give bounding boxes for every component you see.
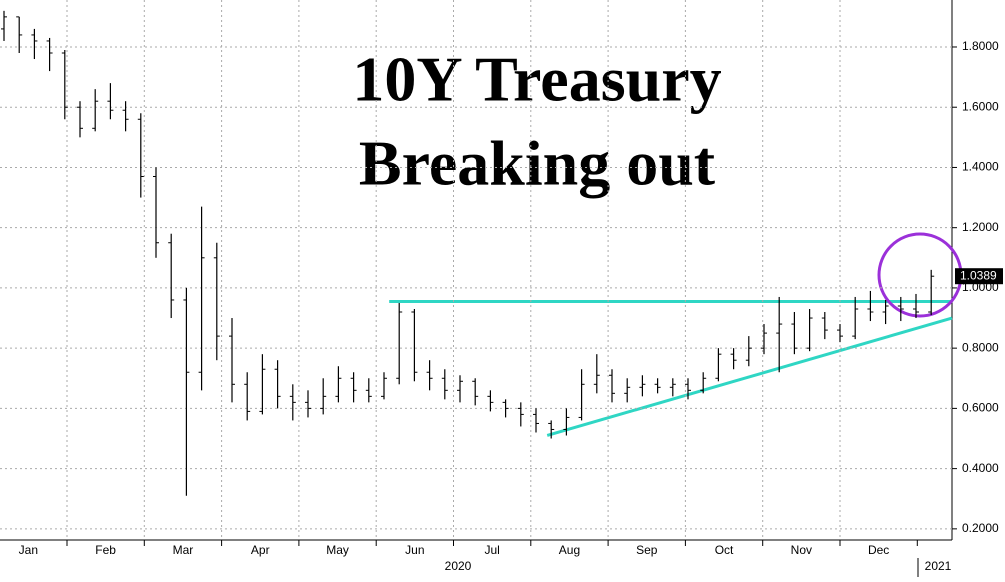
y-tick-label: 0.2000 — [962, 521, 999, 535]
y-tick-label: 1.2000 — [962, 220, 999, 234]
highlight-circle — [877, 232, 963, 318]
y-tick-label: 1.4000 — [962, 160, 999, 174]
x-tick-label: Aug — [559, 543, 580, 557]
chart-title: 10Y Treasury — [352, 44, 721, 115]
x-tick-label: May — [326, 543, 349, 557]
y-tick-label: 0.6000 — [962, 401, 999, 415]
x-tick-label: Feb — [95, 543, 116, 557]
x-tick-label: Oct — [715, 543, 734, 557]
x-tick-label: Jan — [19, 543, 38, 557]
chart-title: Breaking out — [359, 128, 716, 199]
y-tick-label: 0.8000 — [962, 340, 999, 354]
x-tick-label: Jun — [405, 543, 424, 557]
x-tick-label: Nov — [791, 543, 812, 557]
x-tick-label: Dec — [868, 543, 889, 557]
y-tick-label: 1.8000 — [962, 39, 999, 53]
year-label: 2021 — [925, 559, 952, 573]
x-tick-label: Apr — [251, 543, 270, 557]
support-line — [546, 316, 953, 437]
x-tick-label: Sep — [636, 543, 658, 557]
y-tick-label: 0.4000 — [962, 461, 999, 475]
x-tick-label: Mar — [173, 543, 194, 557]
last-value-label: 1.0389 — [960, 268, 997, 282]
x-tick-label: Jul — [484, 543, 499, 557]
year-label: 2020 — [445, 559, 472, 573]
last-value-box — [955, 268, 1003, 285]
y-tick-label: 1.6000 — [962, 99, 999, 113]
